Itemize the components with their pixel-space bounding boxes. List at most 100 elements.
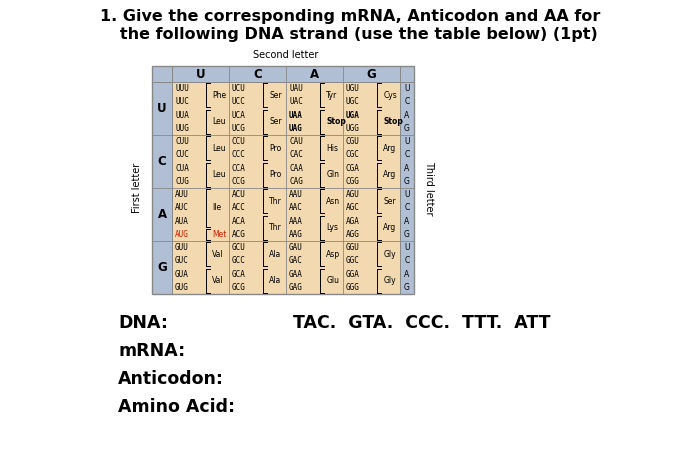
- Text: GAG: GAG: [289, 283, 303, 292]
- Text: Val: Val: [212, 250, 224, 259]
- Bar: [172, 188, 229, 241]
- Text: Amino Acid:: Amino Acid:: [118, 398, 235, 416]
- Text: U: U: [405, 137, 409, 146]
- Text: UUU: UUU: [175, 84, 189, 93]
- Text: AUA: AUA: [175, 217, 189, 226]
- Text: C: C: [405, 203, 409, 213]
- Text: Asn: Asn: [326, 197, 340, 206]
- Text: C: C: [158, 155, 167, 168]
- Text: CCU: CCU: [232, 137, 246, 146]
- Bar: [229, 135, 286, 188]
- Text: AGG: AGG: [346, 230, 360, 239]
- Bar: [172, 82, 229, 135]
- Text: U: U: [405, 243, 409, 252]
- Bar: [343, 241, 400, 294]
- Text: AGA: AGA: [346, 217, 360, 226]
- Text: C: C: [405, 257, 409, 265]
- Text: UAC: UAC: [289, 97, 303, 106]
- Text: GGA: GGA: [346, 269, 360, 279]
- Text: G: G: [404, 230, 410, 239]
- Text: GCU: GCU: [232, 243, 246, 252]
- Text: Second letter: Second letter: [253, 50, 318, 60]
- Text: CGG: CGG: [346, 177, 360, 186]
- Text: A: A: [158, 208, 167, 221]
- Text: GAU: GAU: [289, 243, 303, 252]
- Text: G: G: [404, 124, 410, 133]
- Text: ACC: ACC: [232, 203, 246, 213]
- Text: AUU: AUU: [175, 190, 189, 199]
- Text: Stop: Stop: [383, 117, 403, 126]
- Bar: [343, 82, 400, 135]
- Text: CAC: CAC: [289, 151, 303, 159]
- Text: Gly: Gly: [383, 276, 395, 285]
- Text: G: G: [367, 67, 377, 80]
- Text: Ser: Ser: [270, 117, 282, 126]
- Text: AAA: AAA: [289, 217, 303, 226]
- Text: Ala: Ala: [270, 276, 281, 285]
- Text: G: G: [157, 261, 167, 274]
- Text: A: A: [405, 111, 409, 120]
- Bar: [172, 241, 229, 294]
- Bar: [229, 241, 286, 294]
- Text: Pro: Pro: [270, 144, 281, 153]
- Text: Ala: Ala: [270, 250, 281, 259]
- Text: His: His: [326, 144, 338, 153]
- Text: DNA:: DNA:: [118, 314, 168, 332]
- Text: A: A: [405, 269, 409, 279]
- Text: UGC: UGC: [346, 97, 360, 106]
- Bar: [172, 135, 229, 188]
- Text: Tyr: Tyr: [326, 91, 337, 100]
- Text: GCA: GCA: [232, 269, 246, 279]
- Text: ACU: ACU: [232, 190, 246, 199]
- Bar: [286, 82, 343, 135]
- Text: UAG: UAG: [289, 124, 303, 133]
- Bar: [343, 135, 400, 188]
- Text: Ser: Ser: [270, 91, 282, 100]
- Text: GUG: GUG: [175, 283, 189, 292]
- Text: GGU: GGU: [346, 243, 360, 252]
- Text: mRNA:: mRNA:: [118, 342, 186, 360]
- Text: CUG: CUG: [175, 177, 189, 186]
- Text: AUG: AUG: [175, 230, 189, 239]
- Text: GUU: GUU: [175, 243, 189, 252]
- Text: CAA: CAA: [289, 163, 303, 173]
- Text: CGU: CGU: [346, 137, 360, 146]
- Text: Anticodon:: Anticodon:: [118, 370, 224, 388]
- Text: Lys: Lys: [326, 223, 338, 232]
- Text: Stop: Stop: [326, 117, 346, 126]
- Text: A: A: [310, 67, 319, 80]
- Bar: [343, 188, 400, 241]
- Text: UGG: UGG: [346, 124, 360, 133]
- Text: Leu: Leu: [212, 117, 226, 126]
- Bar: [229, 188, 286, 241]
- Text: AGU: AGU: [346, 190, 360, 199]
- Text: AAC: AAC: [289, 203, 303, 213]
- Text: GCC: GCC: [232, 257, 246, 265]
- Text: ACA: ACA: [232, 217, 246, 226]
- Text: CCC: CCC: [232, 151, 246, 159]
- Text: Thr: Thr: [270, 197, 282, 206]
- Text: GGG: GGG: [346, 283, 360, 292]
- Text: C: C: [253, 67, 262, 80]
- Text: Leu: Leu: [212, 170, 226, 179]
- Text: GAC: GAC: [289, 257, 303, 265]
- Text: G: G: [404, 283, 410, 292]
- Text: GUC: GUC: [175, 257, 189, 265]
- Text: CUC: CUC: [175, 151, 189, 159]
- Text: C: C: [405, 151, 409, 159]
- Text: CGC: CGC: [346, 151, 360, 159]
- Text: Arg: Arg: [383, 170, 396, 179]
- Text: the following DNA strand (use the table below) (1pt): the following DNA strand (use the table …: [103, 28, 597, 43]
- Text: GCG: GCG: [232, 283, 246, 292]
- Text: UUA: UUA: [175, 111, 189, 120]
- Text: UCA: UCA: [232, 111, 246, 120]
- Text: U: U: [196, 67, 205, 80]
- Text: Pro: Pro: [270, 170, 281, 179]
- Text: UGA: UGA: [346, 111, 360, 120]
- Text: UCU: UCU: [232, 84, 246, 93]
- Text: Thr: Thr: [270, 223, 282, 232]
- Text: U: U: [405, 190, 409, 199]
- Bar: [286, 241, 343, 294]
- Text: Arg: Arg: [383, 223, 396, 232]
- Text: CUU: CUU: [175, 137, 189, 146]
